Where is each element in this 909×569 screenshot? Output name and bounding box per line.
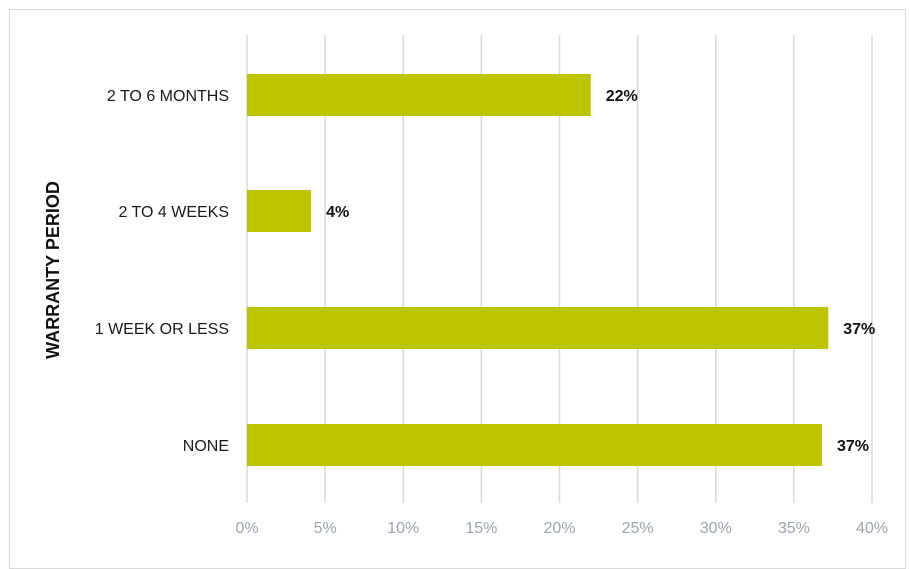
data-label: 37% [837,438,869,455]
category-label: 2 TO 4 WEEKS [118,204,229,221]
bar [247,190,312,232]
category-label: NONE [183,438,229,455]
x-tick-label: 5% [314,520,337,537]
data-labels: 22% 4% 37% 37% [326,88,875,455]
data-label: 22% [606,88,638,105]
bar [247,74,591,116]
bar-chart: 2 TO 6 MONTHS 2 TO 4 WEEKS 1 WEEK OR LESS N… [43,35,888,537]
bar [247,307,829,349]
category-label: 1 WEEK OR LESS [95,321,229,338]
x-tick-label: 0% [235,520,258,537]
x-tick-labels: 0% 5% 10% 15% 20% 25% 30% 35% 40% [235,520,888,537]
x-tick-label: 30% [700,520,732,537]
x-tick-label: 10% [387,520,419,537]
data-label: 4% [326,204,349,221]
bar [247,424,822,466]
data-label: 37% [843,321,875,338]
x-tick-label: 35% [778,520,810,537]
bars [247,74,829,466]
y-axis-title: WARRANTY PERIOD [43,181,63,359]
category-labels: 2 TO 6 MONTHS 2 TO 4 WEEKS 1 WEEK OR LESS N… [95,88,229,455]
x-tick-label: 40% [856,520,888,537]
x-tick-label: 25% [622,520,654,537]
x-tick-label: 15% [465,520,497,537]
x-tick-label: 20% [543,520,575,537]
category-label: 2 TO 6 MONTHS [107,88,229,105]
